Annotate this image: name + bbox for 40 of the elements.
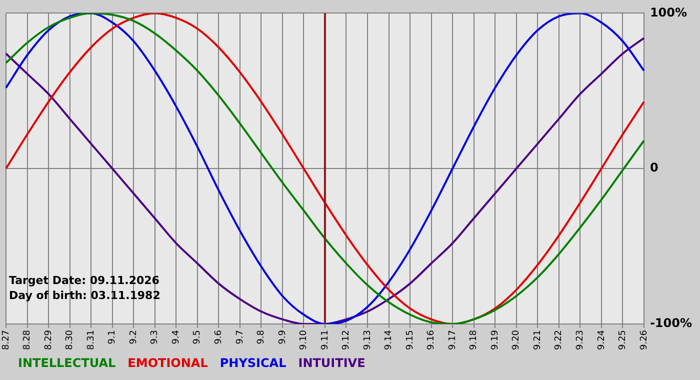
x-tick-label: 9.2 <box>128 330 139 344</box>
x-tick-label: 8.28 <box>22 330 33 350</box>
x-tick-label: 9.6 <box>214 330 224 344</box>
x-tick-label: 9.15 <box>405 330 416 350</box>
x-tick-label: 9.12 <box>342 330 352 350</box>
x-tick-label: 9.26 <box>639 330 650 350</box>
x-tick-label: 9.19 <box>490 330 500 350</box>
x-tick-label: 9.8 <box>256 330 267 344</box>
text: EMOTIONAL <box>128 356 208 370</box>
x-tick-label: 9.23 <box>575 330 586 350</box>
x-tick-label: 9.16 <box>426 330 437 350</box>
x-tick-label: 9.7 <box>235 330 246 344</box>
annotation: Day of birth: 03.11.1982 <box>9 288 160 302</box>
x-tick-label: 9.25 <box>618 330 628 350</box>
x-tick-label: 9.4 <box>171 330 182 344</box>
y-tick-label: 100% <box>650 5 688 20</box>
x-tick-label: 9.17 <box>448 330 458 350</box>
x-tick-label: 9.14 <box>384 330 394 350</box>
x-tick-label: 9.21 <box>532 330 543 350</box>
text: INTELLECTUAL <box>18 356 116 370</box>
x-tick-label: 8.27 <box>1 330 12 350</box>
x-tick-label: 9.13 <box>362 330 373 350</box>
x-tick-label: 9.22 <box>554 330 564 350</box>
annotation: Target Date: 09.11.2026 <box>9 274 160 287</box>
x-tick-label: 9.1 <box>108 330 118 344</box>
x-tick-label: 9.20 <box>512 330 522 350</box>
x-tick-label: 9.3 <box>150 330 160 344</box>
x-tick-label: 8.31 <box>86 330 96 350</box>
x-tick-label: 9.18 <box>469 330 480 350</box>
text: PHYSICAL <box>220 356 287 370</box>
y-tick-label: -100% <box>650 316 692 330</box>
y-tick-label: 0 <box>650 160 658 175</box>
x-tick-label: 9.10 <box>299 330 310 350</box>
text: INTUITIVE <box>298 356 366 370</box>
x-tick-label: 8.30 <box>65 330 76 350</box>
x-tick-label: 9.5 <box>192 330 203 344</box>
x-tick-label: 9.24 <box>596 330 607 350</box>
x-tick-label: 8.29 <box>44 330 54 350</box>
x-tick-label: 9.11 <box>320 330 330 350</box>
x-tick-label: 9.9 <box>278 330 288 344</box>
